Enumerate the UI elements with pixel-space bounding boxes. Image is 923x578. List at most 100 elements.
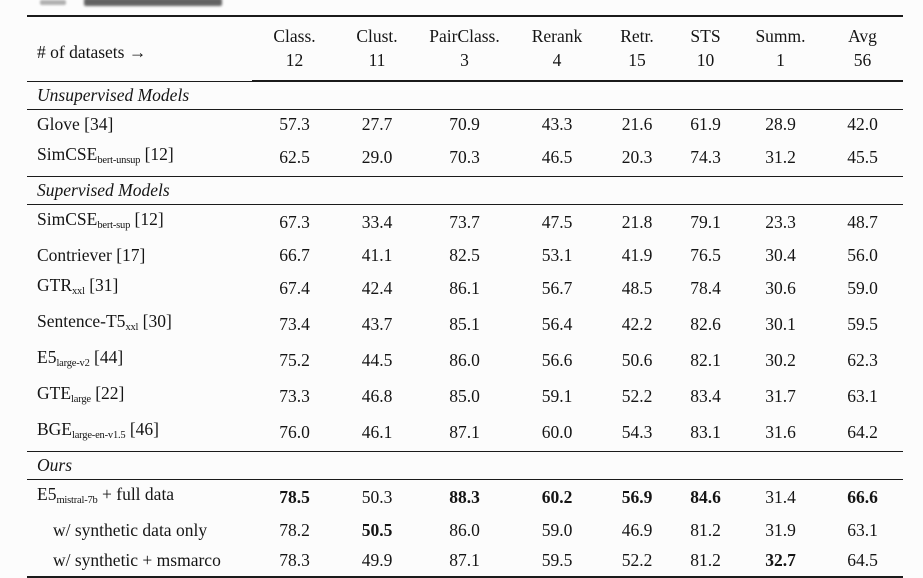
- score-cell-class: 78.3: [279, 550, 310, 570]
- score-cell-class: 66.7: [279, 245, 310, 265]
- score-cell-pairclass: 87.1: [449, 550, 480, 570]
- model-name: Sentence-T5xxl [30]: [27, 307, 252, 343]
- score-cell-avg: 63.1: [847, 520, 878, 540]
- score-cell-clust: 42.4: [361, 278, 393, 298]
- model-name: Glove [34]: [27, 110, 252, 141]
- score-cell-retr: 21.8: [621, 212, 653, 232]
- model-name-subscript: large: [71, 394, 91, 405]
- table-row: w/ synthetic data only 78.2 50.5 86.0 59.0 46…: [27, 516, 903, 546]
- model-name-suffix: [46]: [125, 419, 160, 439]
- model-name: GTRxxl [31]: [27, 271, 252, 307]
- score-cell-class: 76.0: [279, 422, 310, 442]
- model-name-suffix: + full data: [97, 484, 175, 504]
- score-cell-class: 67.4: [279, 278, 310, 298]
- score-cell-sts: 78.4: [690, 278, 721, 298]
- score-cell-summ: 28.9: [765, 114, 796, 134]
- table-row: E5mistral-7b + full data 78.5 50.3 88.3 60.2…: [27, 480, 903, 517]
- column-header-summ: Summ.: [755, 26, 806, 46]
- score-cell-pairclass: 73.7: [449, 212, 480, 232]
- paper-table-page: # of datasets → Class. Clust. PairClass. Re…: [27, 0, 903, 578]
- column-header-pairclass: PairClass.: [429, 26, 500, 46]
- column-count-retr: 15: [602, 48, 672, 82]
- header-row-names: # of datasets → Class. Clust. PairClass. Re…: [27, 16, 903, 62]
- column-header-avg: Avg: [848, 26, 877, 46]
- table-row: w/ synthetic + msmarco 78.3 49.9 87.1 59.5 52…: [27, 546, 903, 577]
- score-cell-retr: 54.3: [621, 422, 653, 442]
- score-cell-summ: 30.6: [765, 278, 796, 298]
- table-row: GTRxxl [31] 67.4 42.4 86.1 56.7 48.5 78.4 30.6 5…: [27, 271, 903, 307]
- model-name-main: Contriever: [37, 245, 112, 265]
- model-name-suffix: [12]: [140, 144, 174, 164]
- cropped-text-artifact: [84, 0, 222, 6]
- model-name-suffix: [34]: [79, 114, 114, 134]
- score-cell-retr: 52.2: [621, 386, 653, 406]
- score-cell-avg: 64.5: [847, 550, 878, 570]
- score-cell-avg: 64.2: [847, 422, 878, 442]
- score-cell-sts: 83.4: [690, 386, 721, 406]
- benchmark-results-table: # of datasets → Class. Clust. PairClass. Re…: [27, 15, 903, 578]
- score-cell-clust: 27.7: [361, 114, 393, 134]
- section-title: Supervised Models: [27, 176, 903, 205]
- section-unsupervised-models: Unsupervised Models Glove [34] 57.3 27.7 70.…: [27, 80, 903, 177]
- model-name-main: GTR: [37, 275, 72, 295]
- model-name: E5large-v2 [44]: [27, 343, 252, 379]
- score-cell-rerank: 46.5: [541, 147, 573, 167]
- score-cell-clust: 41.1: [361, 245, 393, 265]
- section-supervised-models: Supervised Models SimCSEbert-sup [12] 67.3…: [27, 176, 903, 452]
- score-cell-clust: 50.3: [361, 487, 393, 507]
- score-cell-summ: 30.4: [765, 245, 796, 265]
- score-cell-avg: 63.1: [847, 386, 878, 406]
- score-cell-pairclass: 85.0: [449, 386, 480, 406]
- score-cell-sts: 82.1: [690, 350, 721, 370]
- score-cell-sts: 61.9: [690, 114, 721, 134]
- score-cell-clust: 44.5: [361, 350, 393, 370]
- table-row: SimCSEbert-unsup [12] 62.5 29.0 70.3 46.5 20.…: [27, 140, 903, 177]
- score-cell-clust: 43.7: [361, 314, 393, 334]
- model-name-subscript: large-v2: [56, 358, 90, 369]
- score-cell-avg: 59.0: [847, 278, 878, 298]
- model-name-main: Glove: [37, 114, 80, 134]
- score-cell-pairclass: 85.1: [449, 314, 480, 334]
- score-cell-rerank: 60.2: [541, 487, 573, 507]
- score-cell-avg: 45.5: [847, 147, 878, 167]
- table-row: E5large-v2 [44] 75.2 44.5 86.0 56.6 50.6 82.1 3…: [27, 343, 903, 379]
- model-name-subscript: bert-unsup: [97, 155, 141, 166]
- score-cell-sts: 81.2: [690, 550, 721, 570]
- table-row: SimCSEbert-sup [12] 67.3 33.4 73.7 47.5 21.8 7…: [27, 205, 903, 242]
- model-name-subscript: mistral-7b: [56, 495, 98, 506]
- score-cell-rerank: 59.0: [541, 520, 573, 540]
- cropped-text-artifact: [40, 0, 66, 5]
- model-name: BGElarge-en-v1.5 [46]: [27, 415, 252, 452]
- score-cell-clust: 46.1: [361, 422, 393, 442]
- score-cell-retr: 42.2: [621, 314, 653, 334]
- model-name-main: SimCSE: [37, 144, 98, 164]
- table-row: Glove [34] 57.3 27.7 70.9 43.3 21.6 61.9 28.9 42…: [27, 110, 903, 141]
- score-cell-pairclass: 86.0: [449, 520, 480, 540]
- score-cell-rerank: 59.1: [541, 386, 573, 406]
- column-count-avg: 56: [822, 48, 903, 82]
- score-cell-summ: 32.7: [765, 550, 796, 570]
- model-name: SimCSEbert-sup [12]: [27, 205, 252, 242]
- model-name-subscript: bert-sup: [97, 220, 131, 231]
- column-count-rerank: 4: [512, 48, 602, 82]
- model-name: w/ synthetic + msmarco: [27, 546, 252, 577]
- table-row: GTElarge [22] 73.3 46.8 85.0 59.1 52.2 83.4 31.…: [27, 379, 903, 415]
- score-cell-pairclass: 86.0: [449, 350, 480, 370]
- model-name: GTElarge [22]: [27, 379, 252, 415]
- model-name-suffix: [30]: [138, 311, 172, 331]
- section-title-row: Ours: [27, 451, 903, 480]
- score-cell-pairclass: 82.5: [449, 245, 480, 265]
- score-cell-avg: 59.5: [847, 314, 878, 334]
- score-cell-summ: 31.9: [765, 520, 796, 540]
- score-cell-summ: 31.2: [765, 147, 796, 167]
- score-cell-sts: 82.6: [690, 314, 721, 334]
- model-name: w/ synthetic data only: [27, 516, 252, 546]
- score-cell-rerank: 56.7: [541, 278, 573, 298]
- score-cell-pairclass: 70.9: [449, 114, 480, 134]
- model-name-main: GTE: [37, 383, 72, 403]
- score-cell-rerank: 43.3: [541, 114, 573, 134]
- section-title: Ours: [27, 451, 903, 480]
- model-name-main: Sentence-T5: [37, 311, 126, 331]
- model-name: SimCSEbert-unsup [12]: [27, 140, 252, 177]
- section-title-row: Supervised Models: [27, 176, 903, 205]
